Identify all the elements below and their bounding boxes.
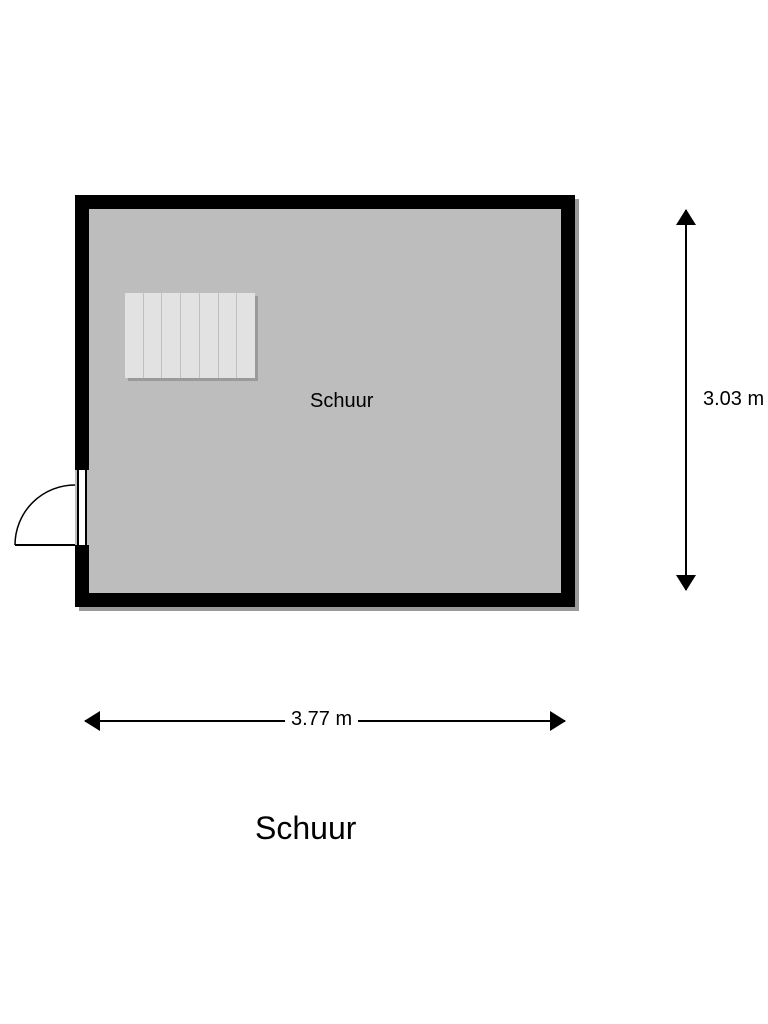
dimension-height-arrow-bottom (676, 575, 696, 591)
door-opening (75, 470, 89, 545)
dimension-width-arrow-left (84, 711, 100, 731)
room-label: Schuur (310, 390, 373, 413)
door-swing-icon (13, 483, 77, 547)
dimension-width-label: 3.77 m (285, 708, 358, 731)
floorplan-title: Schuur (255, 810, 356, 847)
dimension-height-label: 3.03 m (697, 388, 768, 411)
dimension-width-arrow-right (550, 711, 566, 731)
stairs-icon (125, 293, 255, 378)
dimension-height-arrow-top (676, 209, 696, 225)
dimension-height-line (685, 210, 687, 590)
floorplan-canvas: Schuur 3.77 m 3.03 m Schuur (0, 0, 768, 1024)
